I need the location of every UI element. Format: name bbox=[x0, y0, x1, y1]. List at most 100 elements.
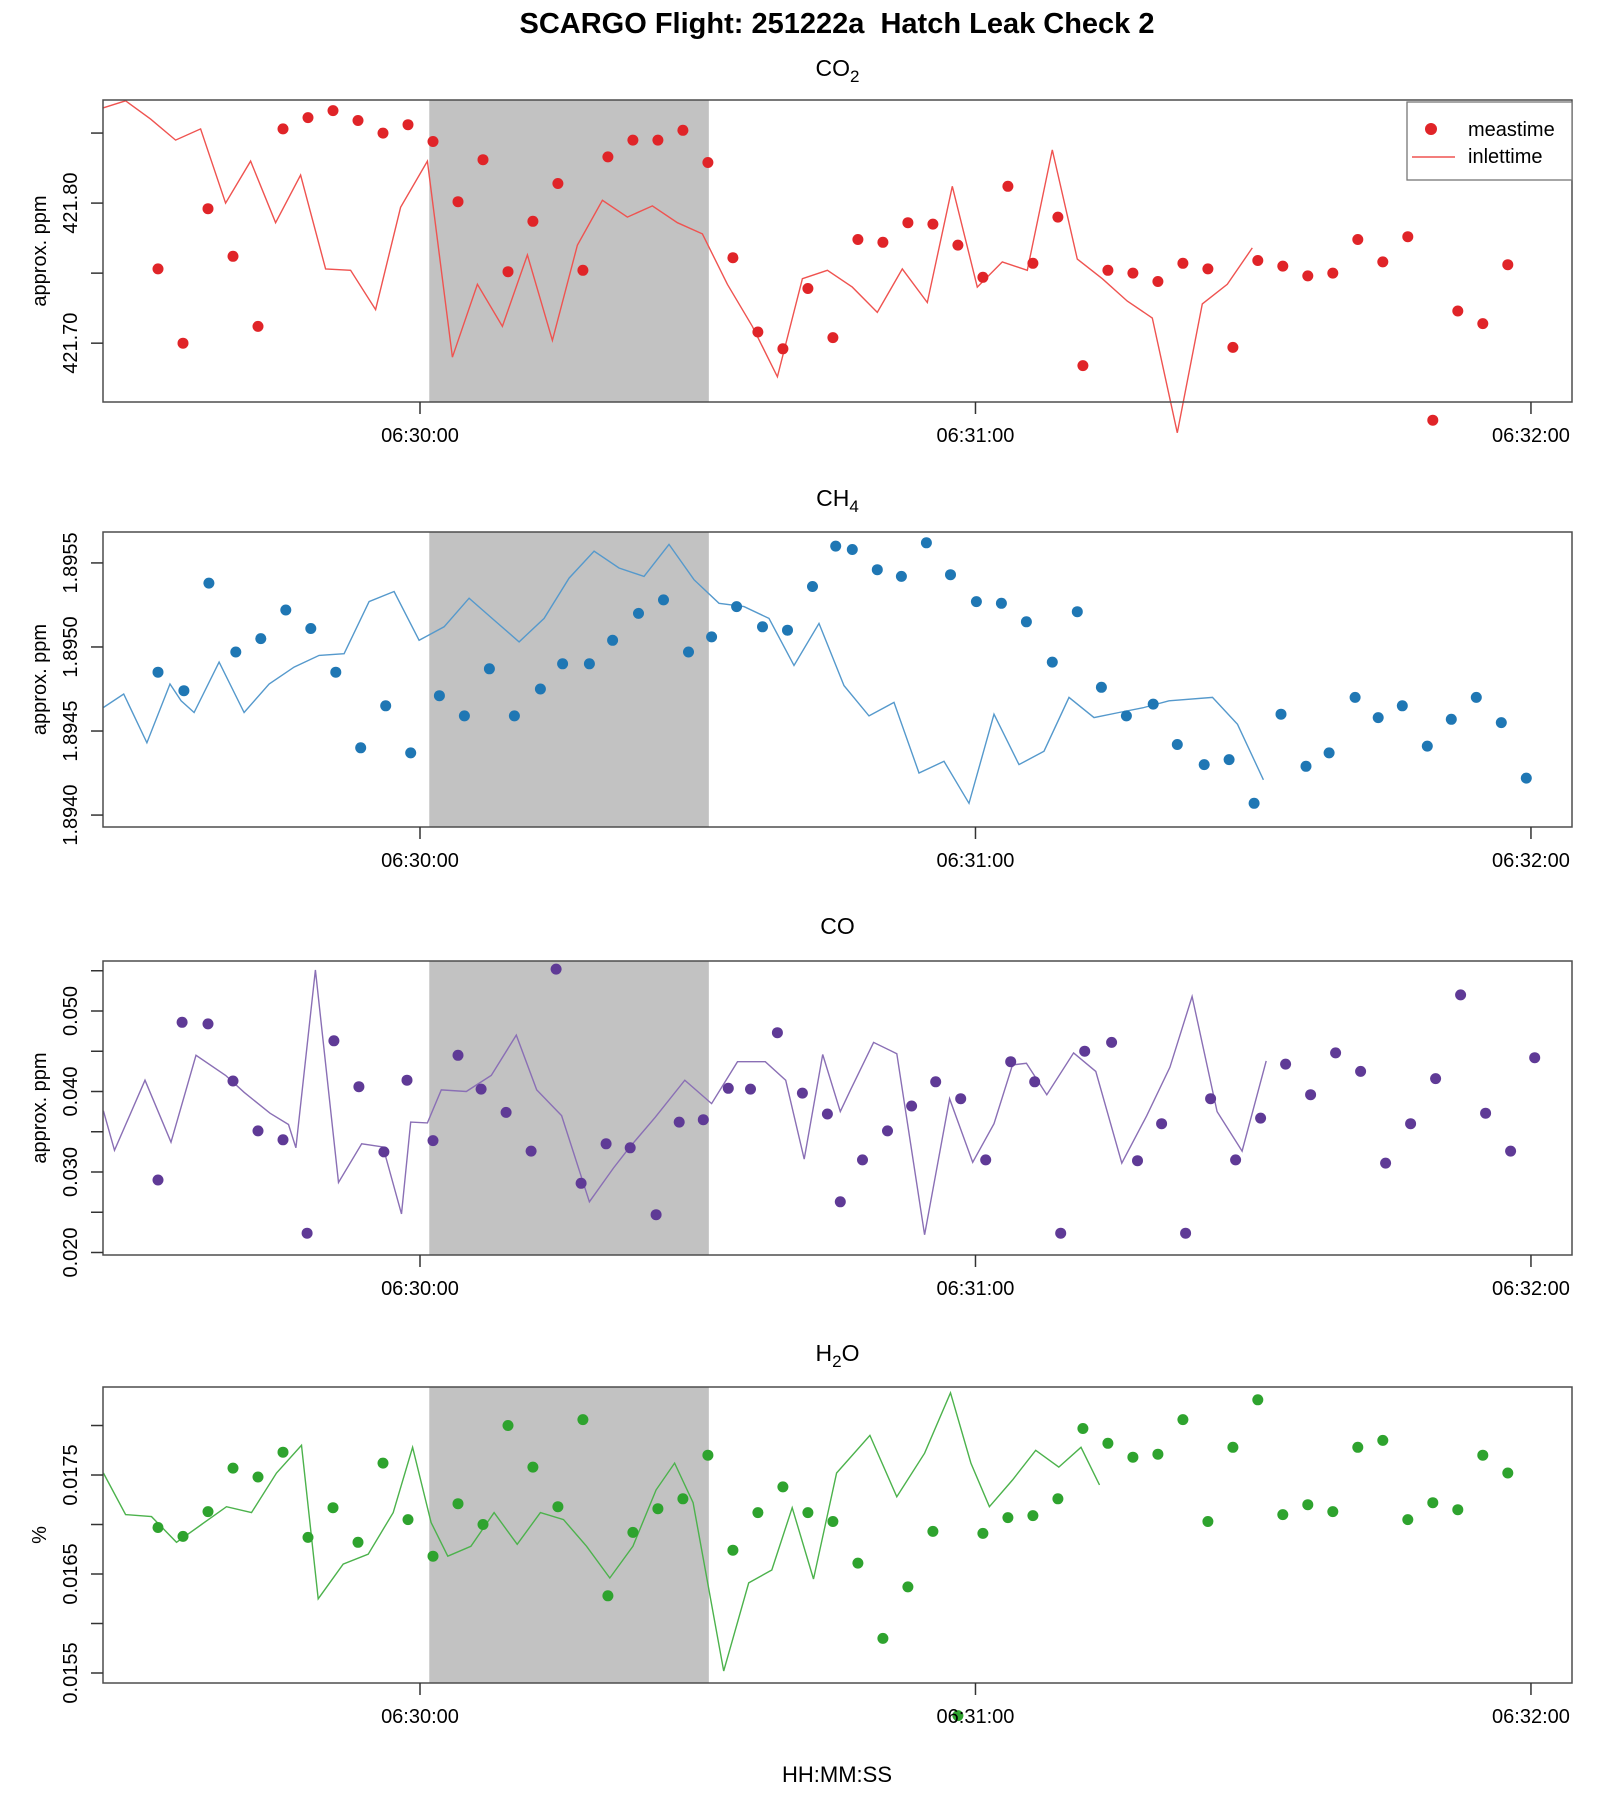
h2o-data-point bbox=[1227, 1441, 1239, 1453]
ch4-data-point bbox=[895, 570, 907, 582]
ch4-data-point bbox=[1275, 708, 1287, 720]
h2o-data-point bbox=[377, 1457, 389, 1469]
co-data-point bbox=[1455, 989, 1467, 1001]
co2-data-point bbox=[1352, 234, 1364, 245]
ch4-data-point bbox=[1147, 698, 1159, 710]
ch4-data-point bbox=[483, 663, 495, 675]
co-data-point bbox=[227, 1075, 239, 1087]
co-data-point bbox=[882, 1125, 893, 1137]
co2-data-point bbox=[477, 154, 489, 166]
ch4-data-point bbox=[706, 631, 718, 643]
h2o-data-point bbox=[1102, 1437, 1114, 1449]
ch4-data-point bbox=[1495, 717, 1507, 729]
co-x-tick-label: 06:31:00 bbox=[937, 1278, 1015, 1300]
co2-data-point bbox=[577, 264, 589, 276]
h2o-data-point bbox=[602, 1590, 614, 1602]
co-data-point bbox=[1505, 1145, 1517, 1157]
h2o-data-point bbox=[302, 1531, 314, 1543]
h2o-data-point bbox=[352, 1536, 364, 1548]
h2o-data-point bbox=[977, 1527, 989, 1539]
co-data-point bbox=[1529, 1052, 1541, 1064]
ch4-data-point bbox=[1470, 691, 1482, 703]
co-data-point bbox=[857, 1154, 868, 1166]
h2o-data-point bbox=[1002, 1512, 1014, 1524]
h2o-data-point bbox=[652, 1503, 664, 1515]
ch4-data-point bbox=[255, 633, 267, 645]
co-data-point bbox=[906, 1100, 918, 1112]
h2o-data-point bbox=[177, 1530, 189, 1542]
ch4-data-point bbox=[1095, 681, 1107, 693]
co2-data-point bbox=[677, 124, 689, 136]
co-x-tick-label: 06:30:00 bbox=[381, 1278, 459, 1300]
co-data-point bbox=[525, 1145, 537, 1157]
ch4-data-point bbox=[1300, 760, 1312, 772]
ch4-y-tick-label: 1.8955 bbox=[60, 532, 82, 593]
co-data-point bbox=[796, 1087, 808, 1099]
co2-data-point bbox=[177, 337, 189, 349]
h2o-data-point bbox=[1502, 1467, 1514, 1479]
ch4-data-point bbox=[633, 607, 644, 619]
ch4-plot-frame bbox=[102, 531, 1573, 828]
ch4-data-point bbox=[508, 710, 520, 722]
co2-data-point bbox=[152, 263, 164, 275]
ch4-data-point bbox=[871, 564, 883, 576]
h2o-data-point bbox=[1152, 1448, 1164, 1460]
co2-data-point bbox=[377, 127, 389, 139]
co-data-point bbox=[152, 1174, 164, 1186]
co2-data-point bbox=[1027, 257, 1039, 269]
h2o-data-point bbox=[1252, 1394, 1264, 1406]
legend-meastime-label: meastime bbox=[1468, 119, 1555, 141]
co2-data-point bbox=[827, 332, 839, 344]
h2o-y-axis-title: % bbox=[29, 1526, 51, 1544]
co2-data-point bbox=[1052, 211, 1064, 223]
co2-data-point bbox=[652, 134, 664, 146]
panel-h2o: 0.0155 0.0165 0.0175% 06:30:00 06:31:00 06:32… bbox=[29, 1340, 1573, 1728]
ch4-data-point bbox=[330, 666, 342, 678]
h2o-data-point bbox=[1377, 1434, 1389, 1446]
ch4-data-point bbox=[846, 544, 858, 555]
h2o-data-point bbox=[1127, 1451, 1139, 1463]
panels-group: 421.70 421.80 approx. ppm 06:30:00 06:31:00 0… bbox=[29, 55, 1573, 1728]
ch4-meastime-points bbox=[152, 537, 1532, 809]
co-data-point bbox=[1305, 1089, 1317, 1101]
co2-x-tick-label: 06:31:00 bbox=[937, 425, 1015, 447]
ch4-data-point bbox=[433, 690, 445, 702]
h2o-data-point bbox=[752, 1507, 764, 1519]
co-data-point bbox=[1106, 1036, 1118, 1048]
h2o-data-point bbox=[1202, 1516, 1214, 1527]
h2o-data-point bbox=[677, 1493, 689, 1505]
co2-y-tick-label: 421.80 bbox=[60, 173, 82, 234]
co-data-point bbox=[1156, 1118, 1168, 1130]
co-plot-frame bbox=[102, 960, 1573, 1256]
co-data-point bbox=[673, 1116, 685, 1128]
co2-data-point bbox=[252, 320, 264, 332]
co2-data-point bbox=[977, 271, 989, 283]
co2-data-point bbox=[952, 239, 964, 251]
ch4-data-point bbox=[1445, 713, 1457, 725]
ch4-data-point bbox=[1349, 691, 1361, 703]
h2o-y-tick-label: 0.0155 bbox=[60, 1642, 82, 1703]
co-data-point bbox=[1079, 1045, 1091, 1057]
h2o-data-point bbox=[802, 1507, 814, 1519]
co2-data-point bbox=[802, 283, 814, 294]
co2-y-tick-label: 421.70 bbox=[60, 313, 82, 374]
ch4-data-point bbox=[970, 596, 982, 608]
h2o-x-tick-label: 06:32:00 bbox=[1492, 1706, 1570, 1728]
co-data-point bbox=[1355, 1065, 1367, 1077]
ch4-data-point bbox=[152, 666, 164, 678]
ch4-data-point bbox=[1120, 710, 1132, 722]
h2o-data-point bbox=[1277, 1509, 1289, 1521]
ch4-data-point bbox=[1248, 797, 1260, 809]
h2o-data-point bbox=[927, 1525, 939, 1537]
co-data-point bbox=[650, 1209, 662, 1221]
co2-data-point bbox=[1327, 267, 1339, 279]
co-y-tick-label: 0.020 bbox=[60, 1227, 82, 1277]
ch4-data-point bbox=[380, 700, 392, 712]
co-y-tick-label: 0.040 bbox=[60, 1066, 82, 1116]
ch4-y-axis-title: approx. ppm bbox=[29, 624, 51, 735]
legend-box bbox=[1406, 101, 1573, 181]
h2o-data-point bbox=[1027, 1510, 1039, 1522]
co2-data-point bbox=[1227, 341, 1239, 353]
co2-meastime-points bbox=[152, 105, 1514, 426]
